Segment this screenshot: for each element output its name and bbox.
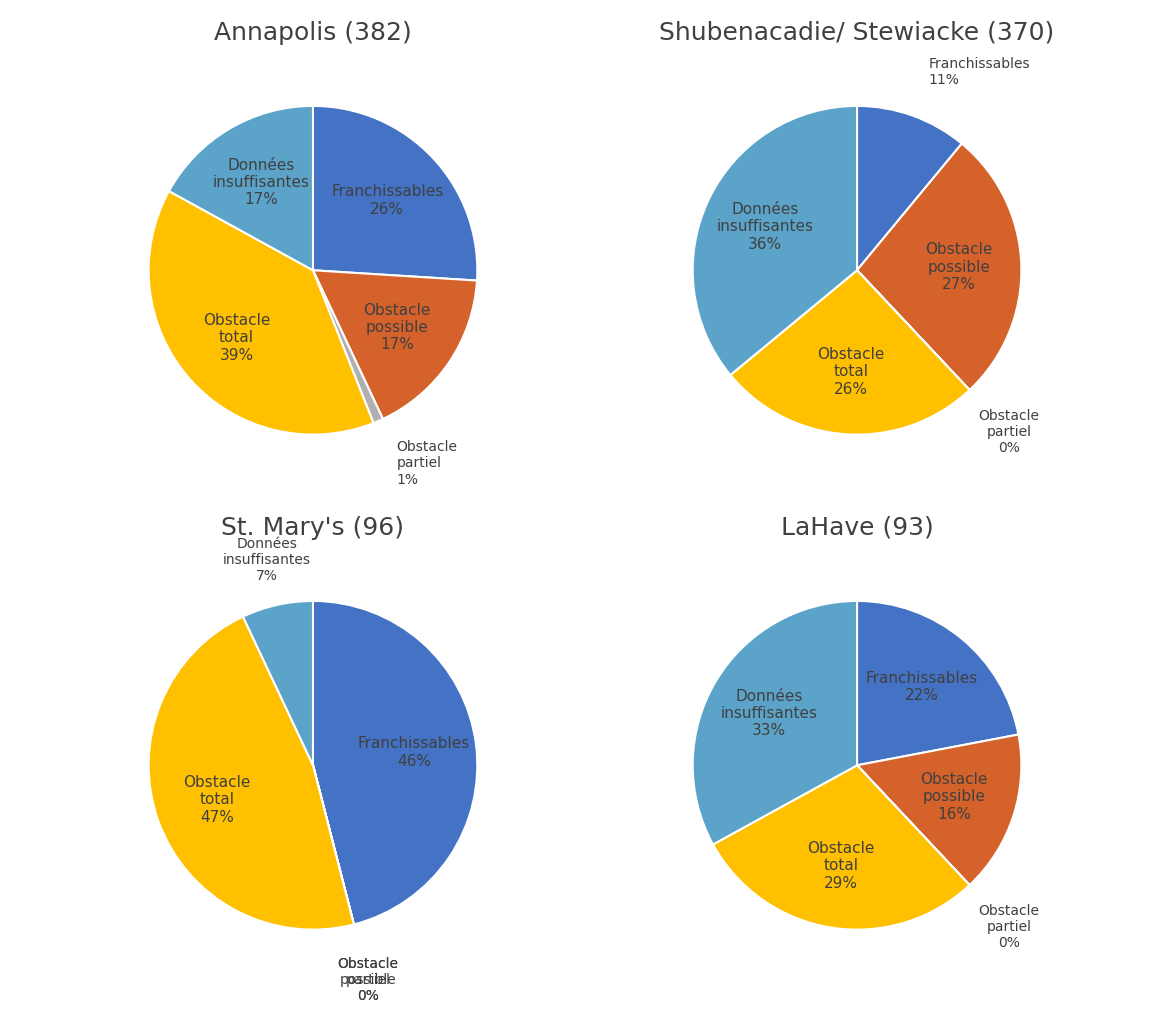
Wedge shape [312,765,353,925]
Text: Obstacle
partiel
0%: Obstacle partiel 0% [338,957,399,1004]
Text: Obstacle
total
26%: Obstacle total 26% [817,347,885,397]
Text: Obstacle
possible
27%: Obstacle possible 27% [925,242,992,292]
Text: Franchissables
22%: Franchissables 22% [866,671,978,703]
Wedge shape [713,765,970,930]
Text: Obstacle
total
39%: Obstacle total 39% [202,313,270,362]
Text: Obstacle
possible
0%: Obstacle possible 0% [338,957,399,1004]
Text: Obstacle
total
47%: Obstacle total 47% [184,774,250,825]
Text: Obstacle
possible
16%: Obstacle possible 16% [921,772,987,821]
Wedge shape [858,601,1018,765]
Title: Annapolis (382): Annapolis (382) [214,20,412,45]
Wedge shape [149,191,373,435]
Wedge shape [168,106,312,270]
Wedge shape [858,106,962,270]
Text: Obstacle
partiel
1%: Obstacle partiel 1% [397,440,457,487]
Text: Données
insuffisantes
36%: Données insuffisantes 36% [716,202,813,252]
Text: Franchissables
11%: Franchissables 11% [928,57,1030,87]
Wedge shape [312,270,383,424]
Wedge shape [693,106,858,375]
Wedge shape [312,601,477,925]
Wedge shape [858,765,970,885]
Text: Obstacle
total
29%: Obstacle total 29% [807,841,875,891]
Text: Données
insuffisantes
7%: Données insuffisantes 7% [223,537,311,583]
Wedge shape [312,765,353,925]
Wedge shape [858,270,970,390]
Title: LaHave (93): LaHave (93) [780,516,934,540]
Text: Données
insuffisantes
17%: Données insuffisantes 17% [213,158,310,208]
Wedge shape [858,735,1021,885]
Text: Franchissables
46%: Franchissables 46% [358,737,470,768]
Text: Données
insuffisantes
33%: Données insuffisantes 33% [721,688,818,739]
Wedge shape [312,270,477,419]
Wedge shape [730,270,970,435]
Text: Obstacle
partiel
0%: Obstacle partiel 0% [978,409,1039,455]
Wedge shape [312,106,477,280]
Wedge shape [693,601,858,844]
Text: Obstacle
possible
17%: Obstacle possible 17% [364,303,431,353]
Title: Shubenacadie/ Stewiacke (370): Shubenacadie/ Stewiacke (370) [660,20,1054,45]
Title: St. Mary's (96): St. Mary's (96) [221,516,405,540]
Wedge shape [858,143,1021,390]
Wedge shape [243,601,312,765]
Wedge shape [149,617,353,930]
Text: Obstacle
partiel
0%: Obstacle partiel 0% [978,904,1039,950]
Text: Franchissables
26%: Franchissables 26% [331,184,443,217]
